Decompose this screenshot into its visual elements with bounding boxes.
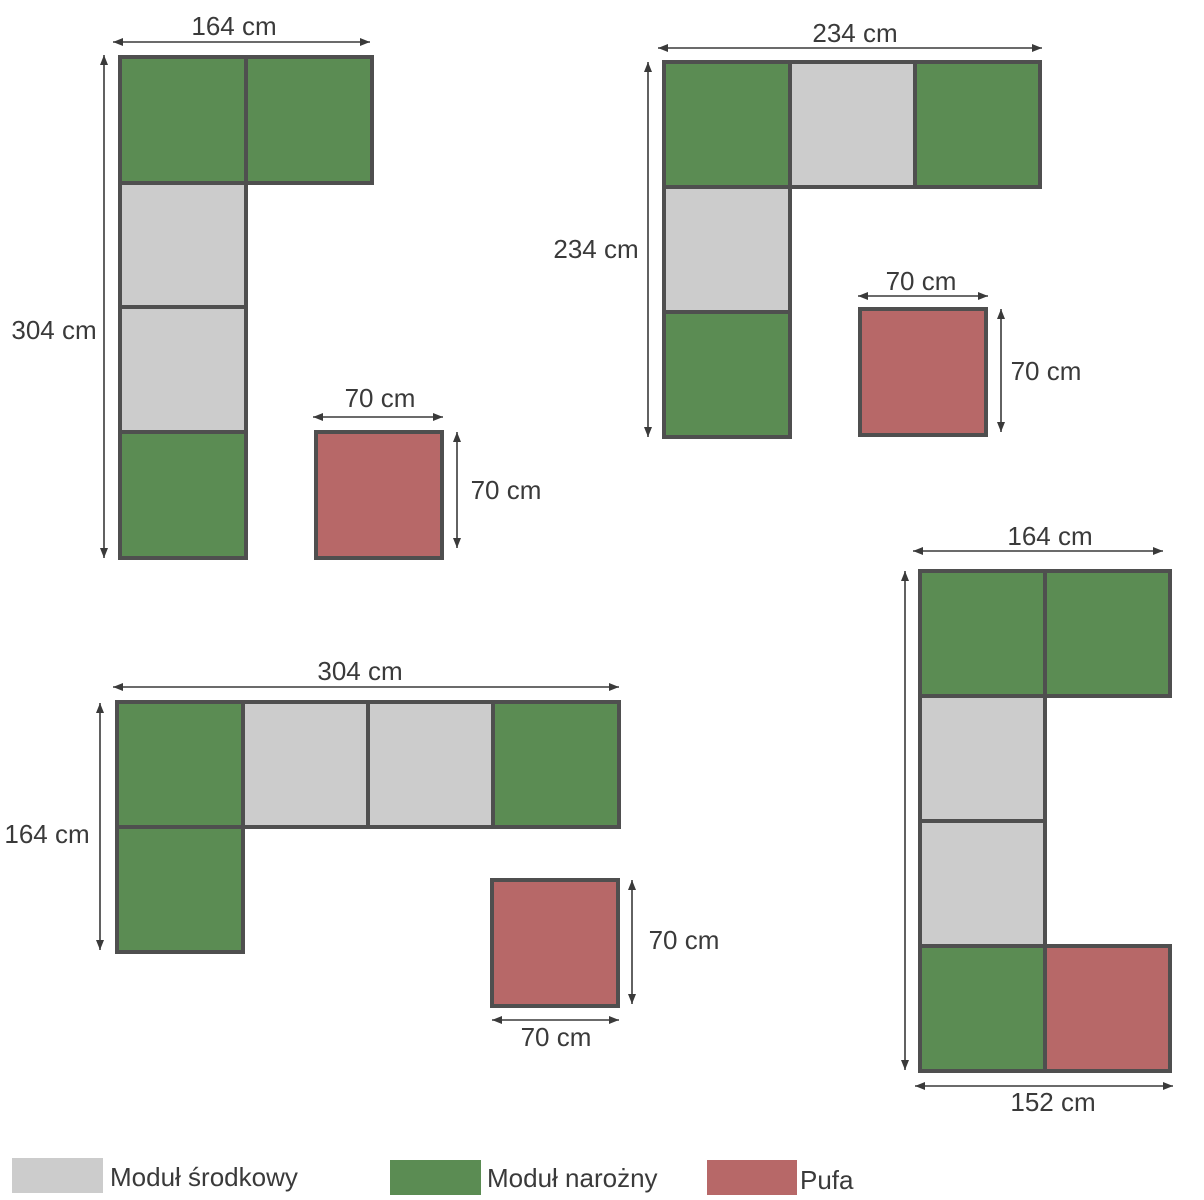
legend-swatch-middle-module [12, 1158, 103, 1193]
layout-2-pouf-width-label: 70 cm [886, 266, 957, 296]
layout-2-module [913, 60, 1042, 189]
layout-1-pouf [314, 430, 444, 560]
layout-3: 304 cm 164 cm 70 cm 70 cm [4, 656, 719, 1052]
layout-3-width-label: 304 cm [317, 656, 402, 686]
layout-4-module [918, 819, 1047, 948]
layout-3-module [115, 700, 245, 829]
legend-label-corner-module: Moduł narożny [487, 1163, 658, 1193]
layout-1-module [244, 55, 374, 185]
layout-2-pouf-height-label: 70 cm [1011, 356, 1082, 386]
layout-2-height-label: 234 cm [553, 234, 638, 264]
layout-2-module [788, 60, 917, 189]
layout-4-module [1043, 569, 1172, 698]
layout-1-module [118, 181, 248, 309]
layout-1-width-label: 164 cm [191, 11, 276, 41]
layout-4-module [918, 694, 1047, 823]
layout-4-pouf [1043, 944, 1172, 1073]
layout-2-module [662, 60, 792, 189]
layout-3-module [115, 825, 245, 954]
legend-label-middle-module: Moduł środkowy [110, 1162, 298, 1192]
layout-1-module [118, 305, 248, 434]
layout-2-module [662, 310, 792, 439]
layout-3-height-label: 164 cm [4, 819, 89, 849]
layout-4-width-label: 164 cm [1007, 521, 1092, 551]
legend-swatch-corner-module [390, 1160, 481, 1195]
layout-4-module [918, 944, 1047, 1073]
layout-1: 164 cm 304 cm 70 cm 70 cm [11, 11, 542, 560]
legend-label-pouf: Pufa [800, 1165, 854, 1195]
layout-4-bottom-width-label: 152 cm [1010, 1087, 1095, 1117]
layout-2-pouf [858, 307, 988, 437]
legend-swatch-pouf [707, 1160, 797, 1195]
legend: Moduł środkowy Moduł narożny Pufa [12, 1158, 854, 1195]
layout-1-module [118, 430, 248, 560]
layout-4-module [918, 569, 1047, 698]
layout-3-pouf [490, 878, 620, 1008]
layout-3-module [366, 700, 495, 829]
layout-3-module [241, 700, 370, 829]
layout-1-module [118, 55, 248, 185]
layout-2: 234 cm 234 cm 70 cm 70 cm [553, 18, 1082, 439]
layout-3-module [491, 700, 621, 829]
layout-4: 164 cm 152 cm [901, 521, 1173, 1117]
layout-2-width-label: 234 cm [812, 18, 897, 48]
layout-1-pouf-width-label: 70 cm [345, 383, 416, 413]
layout-1-height-label: 304 cm [11, 315, 96, 345]
layout-1-pouf-height-label: 70 cm [471, 475, 542, 505]
layout-2-module [662, 185, 792, 314]
layout-3-pouf-width-label: 70 cm [521, 1022, 592, 1052]
layout-3-pouf-height-label: 70 cm [649, 925, 720, 955]
